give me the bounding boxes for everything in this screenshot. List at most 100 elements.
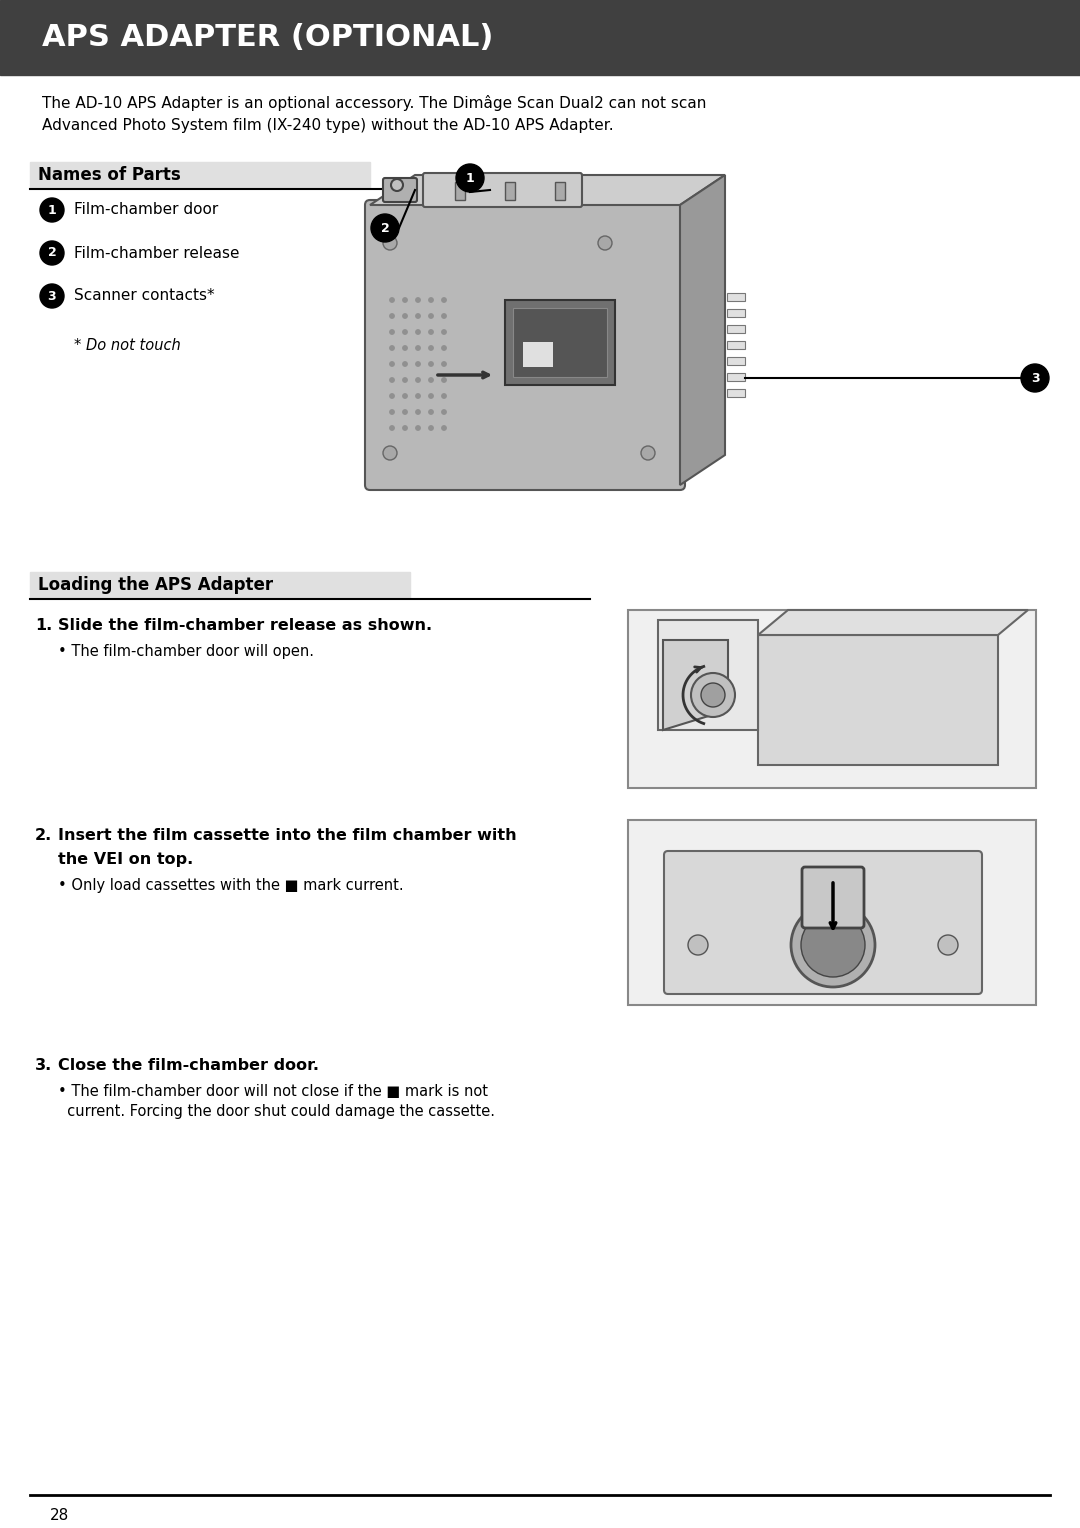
Text: Loading the APS Adapter: Loading the APS Adapter xyxy=(38,576,273,594)
Polygon shape xyxy=(758,610,1028,636)
Text: Film-chamber release: Film-chamber release xyxy=(75,246,240,260)
Circle shape xyxy=(416,426,420,431)
Bar xyxy=(727,373,745,380)
Circle shape xyxy=(429,426,433,431)
Text: Advanced Photo System film (IX-240 type) without the AD-10 APS Adapter.: Advanced Photo System film (IX-240 type)… xyxy=(42,118,613,133)
Circle shape xyxy=(390,298,394,303)
Circle shape xyxy=(40,284,64,309)
Text: • The film-chamber door will not close if the ■ mark is not: • The film-chamber door will not close i… xyxy=(58,1083,488,1099)
Bar xyxy=(523,342,553,367)
Text: 2.: 2. xyxy=(35,828,52,843)
Circle shape xyxy=(429,394,433,399)
Text: Scanner contacts*: Scanner contacts* xyxy=(75,289,215,304)
Polygon shape xyxy=(370,176,725,205)
Circle shape xyxy=(442,330,446,335)
Circle shape xyxy=(403,426,407,431)
Circle shape xyxy=(390,426,394,431)
Circle shape xyxy=(403,298,407,303)
Circle shape xyxy=(598,235,612,251)
Circle shape xyxy=(40,199,64,222)
Circle shape xyxy=(416,362,420,367)
Bar xyxy=(30,162,370,188)
Circle shape xyxy=(429,362,433,367)
Circle shape xyxy=(403,313,407,318)
Circle shape xyxy=(642,446,654,460)
Text: the VEI on top.: the VEI on top. xyxy=(58,853,193,866)
Circle shape xyxy=(390,313,394,318)
Circle shape xyxy=(390,394,394,399)
Circle shape xyxy=(801,914,865,976)
Circle shape xyxy=(416,345,420,350)
Circle shape xyxy=(1021,364,1049,393)
Text: 2: 2 xyxy=(48,246,56,260)
Text: 3: 3 xyxy=(1030,371,1039,385)
Circle shape xyxy=(442,313,446,318)
Circle shape xyxy=(442,298,446,303)
Text: • The film-chamber door will open.: • The film-chamber door will open. xyxy=(58,643,314,659)
Text: APS ADAPTER (OPTIONAL): APS ADAPTER (OPTIONAL) xyxy=(42,23,494,52)
Circle shape xyxy=(429,377,433,382)
Circle shape xyxy=(390,377,394,382)
Bar xyxy=(627,821,1036,1005)
Bar xyxy=(455,182,465,200)
Bar xyxy=(727,358,745,365)
Circle shape xyxy=(416,298,420,303)
Bar xyxy=(727,293,745,301)
Circle shape xyxy=(403,394,407,399)
Circle shape xyxy=(442,377,446,382)
Circle shape xyxy=(403,377,407,382)
Circle shape xyxy=(429,410,433,414)
Text: 28: 28 xyxy=(50,1508,69,1523)
Bar xyxy=(555,182,565,200)
Circle shape xyxy=(372,214,399,241)
Circle shape xyxy=(456,163,484,193)
Text: * Do not touch: * Do not touch xyxy=(75,338,180,353)
Text: 3: 3 xyxy=(48,289,56,303)
Text: • Only load cassettes with the ■ mark current.: • Only load cassettes with the ■ mark cu… xyxy=(58,879,404,892)
Polygon shape xyxy=(680,176,725,484)
Circle shape xyxy=(390,345,394,350)
FancyBboxPatch shape xyxy=(383,177,417,202)
Circle shape xyxy=(442,426,446,431)
Text: 2: 2 xyxy=(380,222,390,234)
Circle shape xyxy=(691,672,735,717)
Circle shape xyxy=(390,410,394,414)
Circle shape xyxy=(442,410,446,414)
Circle shape xyxy=(442,345,446,350)
Circle shape xyxy=(383,446,397,460)
Text: Names of Parts: Names of Parts xyxy=(38,167,180,183)
Circle shape xyxy=(390,330,394,335)
Bar xyxy=(0,0,1080,75)
Circle shape xyxy=(416,313,420,318)
Circle shape xyxy=(403,362,407,367)
Text: The AD-10 APS Adapter is an optional accessory. The Dimâge Scan Dual2 can not sc: The AD-10 APS Adapter is an optional acc… xyxy=(42,95,706,112)
Bar xyxy=(658,620,758,730)
Bar xyxy=(758,636,998,766)
Circle shape xyxy=(403,330,407,335)
Bar xyxy=(627,610,1036,788)
Text: 1.: 1. xyxy=(35,617,52,633)
Bar xyxy=(505,182,515,200)
Circle shape xyxy=(391,179,403,191)
Text: current. Forcing the door shut could damage the cassette.: current. Forcing the door shut could dam… xyxy=(58,1105,495,1118)
Circle shape xyxy=(40,241,64,264)
Circle shape xyxy=(701,683,725,707)
Circle shape xyxy=(416,377,420,382)
Circle shape xyxy=(429,345,433,350)
Circle shape xyxy=(383,235,397,251)
FancyBboxPatch shape xyxy=(365,200,685,490)
Circle shape xyxy=(416,410,420,414)
Circle shape xyxy=(429,313,433,318)
Bar xyxy=(505,299,615,385)
Circle shape xyxy=(429,298,433,303)
Circle shape xyxy=(442,394,446,399)
Circle shape xyxy=(416,394,420,399)
Bar xyxy=(513,309,607,377)
Circle shape xyxy=(429,330,433,335)
Text: Close the film-chamber door.: Close the film-chamber door. xyxy=(58,1057,319,1073)
FancyBboxPatch shape xyxy=(802,866,864,927)
Bar xyxy=(727,309,745,316)
Bar xyxy=(727,341,745,348)
Bar xyxy=(727,325,745,333)
Circle shape xyxy=(688,935,708,955)
